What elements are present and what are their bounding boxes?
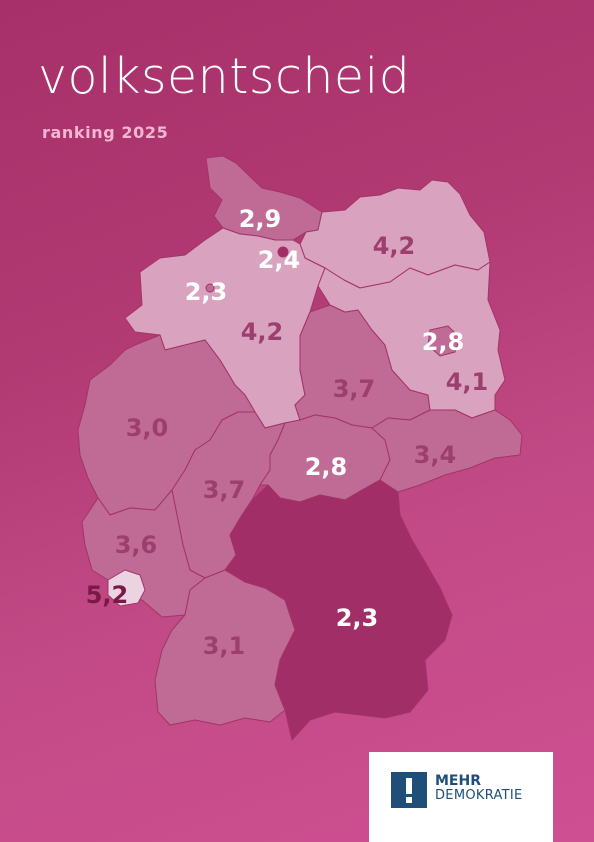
region-berlin-value: 2,8	[422, 328, 465, 356]
region-bremen[interactable]	[205, 283, 215, 293]
logo-wordmark: MEHR DEMOKRATIE	[435, 774, 523, 802]
region-sachsen-value: 3,4	[414, 441, 457, 469]
region-thueringen-value: 2,8	[305, 453, 348, 481]
logo-panel: MEHR DEMOKRATIE	[369, 752, 553, 842]
region-hamburg[interactable]	[277, 246, 289, 258]
region-schleswig-holstein[interactable]	[205, 155, 323, 241]
region-hamburg-value: 2,4	[258, 246, 301, 274]
exclamation-logo-icon	[391, 772, 427, 808]
page-subtitle: ranking 2025	[42, 123, 169, 142]
region-saarland-value: 5,2	[86, 581, 129, 609]
region-nordrhein-westfalen-value: 3,0	[126, 414, 169, 442]
region-bayern-value: 2,3	[336, 604, 379, 632]
region-baden-wuerttemberg-value: 3,1	[203, 632, 246, 660]
region-saarland[interactable]	[107, 569, 146, 607]
region-mecklenburg-vorpommern-value: 4,2	[373, 232, 416, 260]
page-title: volksentscheid	[38, 48, 411, 105]
region-hessen-value: 3,7	[203, 476, 246, 504]
logo-line-1: MEHR	[435, 773, 481, 789]
region-rheinland-pfalz-value: 3,6	[115, 531, 158, 559]
region-schleswig-holstein-value: 2,9	[239, 205, 282, 233]
region-bayern[interactable]	[224, 479, 453, 741]
region-niedersachsen-value: 4,2	[241, 318, 284, 346]
region-brandenburg-value: 4,1	[446, 368, 489, 396]
region-bremen-value: 2,3	[185, 278, 228, 306]
region-berlin[interactable]	[427, 325, 461, 357]
logo-line-2: DEMOKRATIE	[435, 787, 523, 803]
region-sachsen-anhalt-value: 3,7	[333, 375, 376, 403]
